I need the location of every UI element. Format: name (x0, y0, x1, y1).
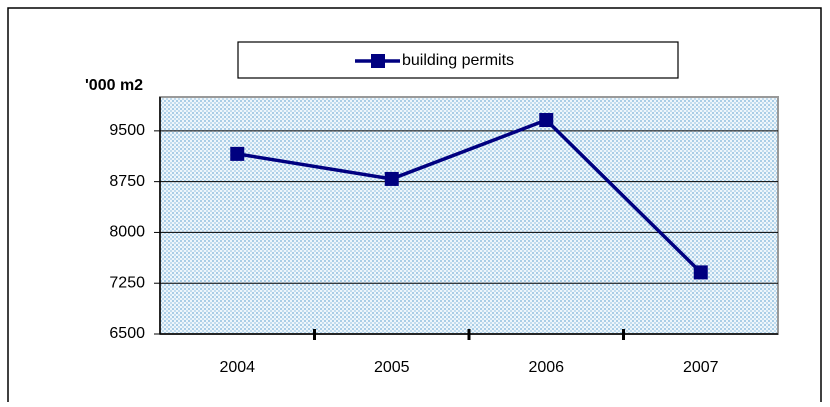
y-tick-label: 9500 (109, 122, 145, 139)
legend-label: building permits (402, 52, 514, 69)
point-marker (693, 265, 708, 280)
plot-area (159, 96, 779, 335)
series-line (236, 117, 702, 274)
legend-marker (371, 54, 385, 68)
y-tick-label: 8750 (109, 173, 145, 190)
y-tick-label: 6500 (109, 325, 145, 342)
y-axis-label: '000 m2 (85, 77, 143, 94)
x-tick-label: 2006 (528, 359, 564, 376)
point-marker (539, 113, 554, 128)
y-tick-label: 7250 (109, 274, 145, 291)
x-tick-label: 2007 (683, 359, 719, 376)
x-tick-label: 2004 (219, 359, 255, 376)
point-marker (230, 146, 245, 161)
point-marker (384, 171, 399, 186)
y-tick-label: 8000 (109, 224, 145, 241)
legend-box (237, 41, 679, 79)
x-tick-label: 2005 (374, 359, 410, 376)
